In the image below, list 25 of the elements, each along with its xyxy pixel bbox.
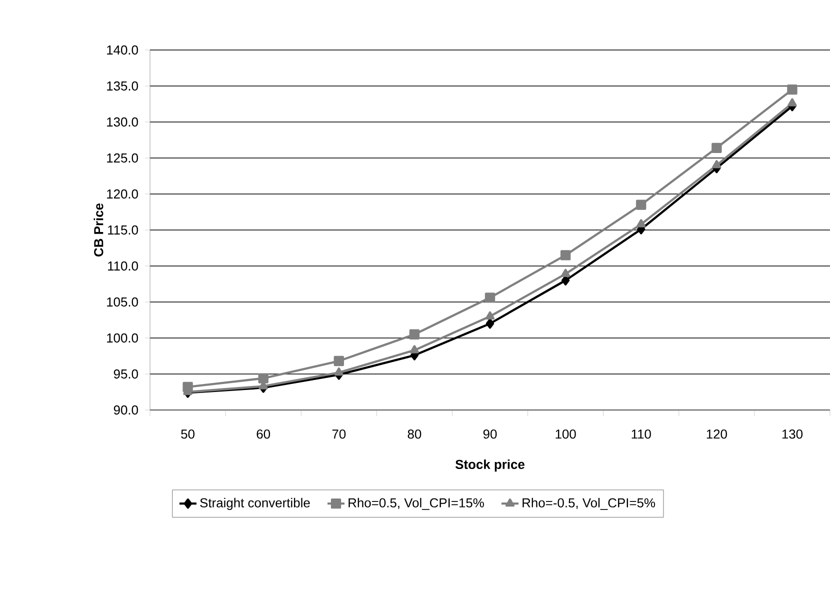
- y-tick-label: 100.0: [107, 333, 138, 343]
- legend-label: Rho=0.5, Vol_CPI=15%: [348, 498, 484, 510]
- x-tick-label: 110: [632, 430, 651, 439]
- x-tick-label: 130: [782, 430, 803, 439]
- legend-label: Straight convertible: [200, 498, 310, 510]
- x-tick-label: 70: [332, 430, 346, 439]
- x-tick-label: 80: [408, 430, 422, 439]
- y-tick-label: 90.0: [114, 405, 138, 415]
- y-tick-label: 130.0: [107, 117, 138, 127]
- y-tick-label: 125.0: [107, 153, 138, 163]
- x-axis-title: Stock price: [455, 460, 524, 472]
- y-tick-label: 115.0: [108, 225, 138, 235]
- y-tick-label: 120.0: [107, 189, 138, 199]
- y-tick-label: 105.0: [107, 297, 138, 307]
- x-tick-label: 50: [181, 430, 194, 439]
- y-tick-label: 95.0: [114, 369, 138, 379]
- x-tick-label: 120: [706, 430, 727, 439]
- x-tick-label: 100: [556, 430, 576, 439]
- y-tick-label: 110.0: [108, 261, 138, 271]
- y-tick-label: 135.0: [107, 81, 138, 91]
- y-axis-title: CB Price: [94, 203, 104, 256]
- legend-label: Rho=-0.5, Vol_CPI=5%: [522, 498, 656, 510]
- x-tick-label: 90: [483, 430, 497, 439]
- y-tick-label: 140.0: [107, 45, 138, 55]
- x-tick-label: 60: [256, 430, 270, 439]
